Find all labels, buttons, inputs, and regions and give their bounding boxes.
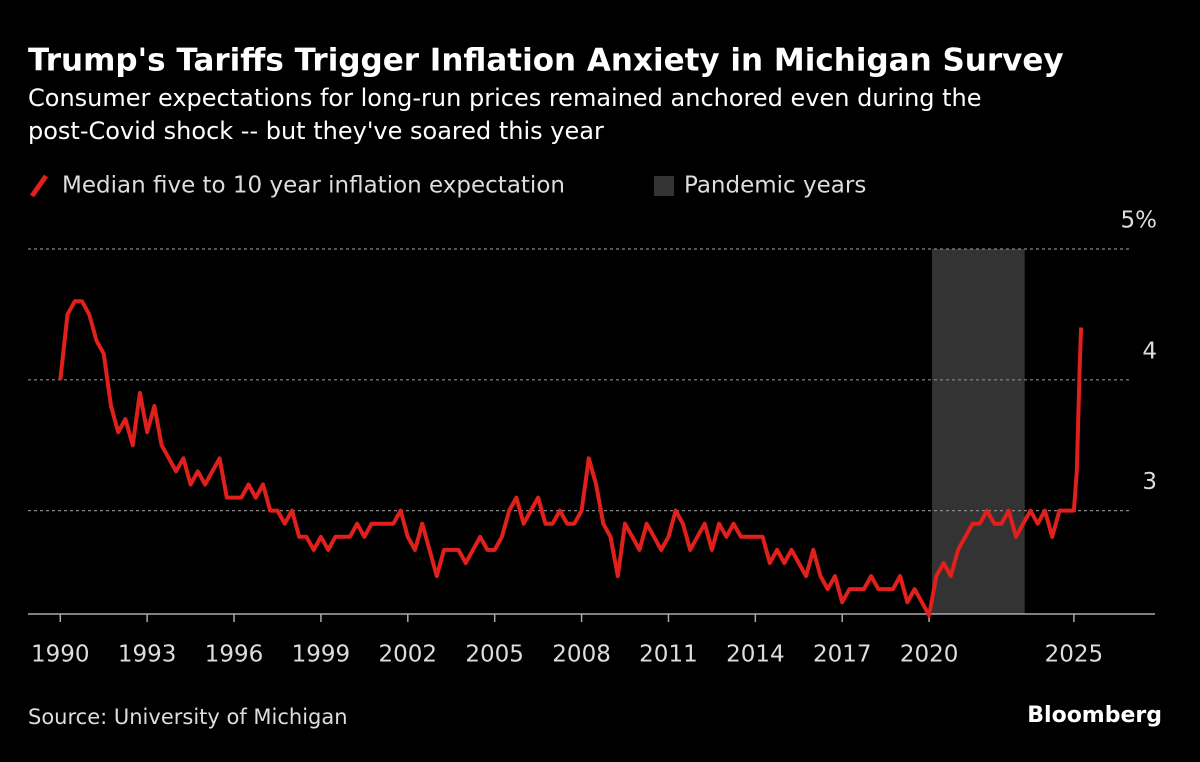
x-tick-label: 2025 bbox=[1045, 642, 1104, 668]
brand: Bloomberg bbox=[1027, 703, 1162, 728]
x-tick-label: 1993 bbox=[118, 642, 177, 668]
x-tick-label: 2005 bbox=[465, 642, 524, 668]
source: Source: University of Michigan bbox=[28, 705, 348, 729]
chart-subtitle: Consumer expectations for long-run price… bbox=[28, 84, 982, 112]
y-tick-label: 4 bbox=[1142, 338, 1157, 364]
legend-swatch bbox=[654, 176, 674, 196]
legend-label: Median five to 10 year inflation expecta… bbox=[62, 173, 565, 199]
pandemic-shade bbox=[932, 249, 1025, 614]
legend-label: Pandemic years bbox=[684, 173, 866, 199]
y-tick-label: 3 bbox=[1142, 469, 1157, 495]
x-tick-label: 2017 bbox=[813, 642, 872, 668]
legend-swatch bbox=[29, 174, 49, 198]
x-tick-label: 1999 bbox=[292, 642, 351, 668]
x-tick-label: 1990 bbox=[31, 642, 90, 668]
x-tick-label: 2020 bbox=[900, 642, 959, 668]
x-tick-label: 1996 bbox=[205, 642, 264, 668]
y-tick-label: 5% bbox=[1121, 208, 1158, 234]
x-tick-label: 2002 bbox=[379, 642, 438, 668]
x-tick-label: 2014 bbox=[726, 642, 785, 668]
x-tick-label: 2011 bbox=[639, 642, 698, 668]
series-line bbox=[58, 299, 1084, 618]
x-tick-label: 2008 bbox=[552, 642, 611, 668]
chart-subtitle: post-Covid shock -- but they've soared t… bbox=[28, 117, 604, 145]
chart-title: Trump's Tariffs Trigger Inflation Anxiet… bbox=[28, 43, 1064, 79]
